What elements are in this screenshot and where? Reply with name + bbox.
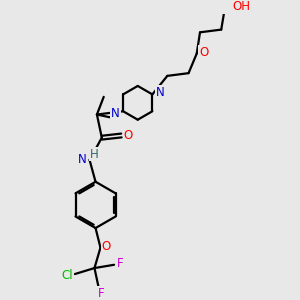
Text: H: H (90, 148, 99, 160)
Text: N: N (78, 153, 86, 166)
Text: F: F (117, 257, 123, 270)
Text: OH: OH (233, 0, 251, 13)
Text: O: O (124, 129, 133, 142)
Text: N: N (111, 107, 120, 120)
Text: Cl: Cl (61, 269, 73, 282)
Text: F: F (98, 286, 105, 300)
Text: N: N (156, 86, 164, 99)
Text: O: O (102, 240, 111, 253)
Text: O: O (199, 46, 208, 59)
